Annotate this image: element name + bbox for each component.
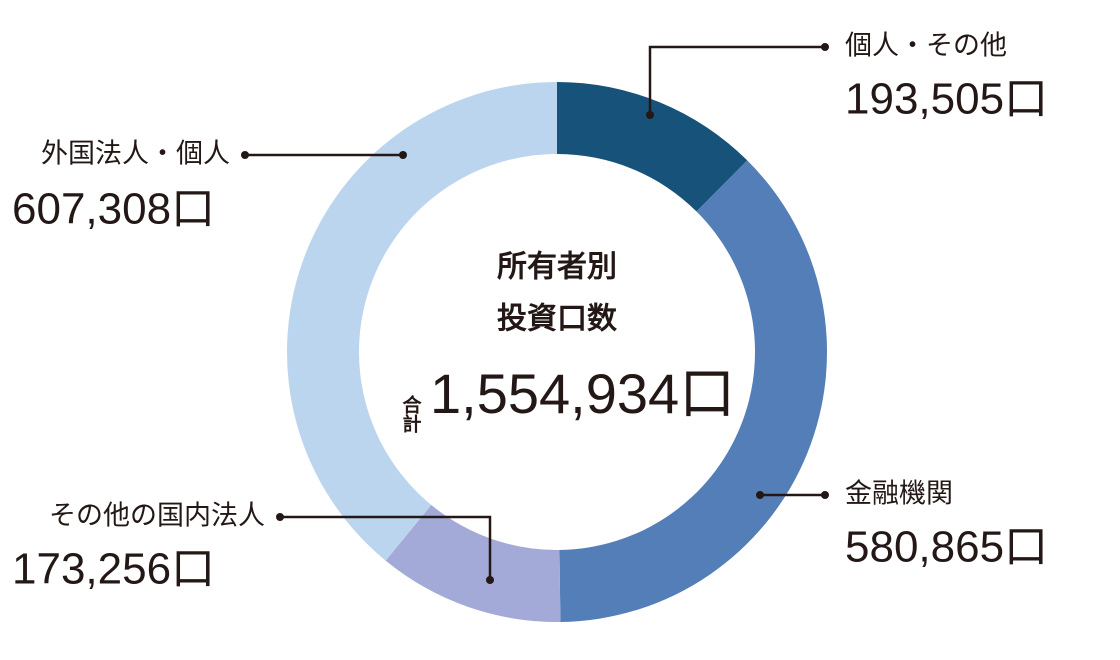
value-label: 580,865口 [845, 523, 1048, 572]
leader-dot [241, 151, 249, 159]
leader-dot [399, 151, 407, 159]
leader-dot [276, 513, 284, 521]
leader-dot [486, 576, 494, 584]
leader-dot [756, 491, 764, 499]
center-title: 投資口数 [497, 302, 618, 337]
category-label: 個人・その他 [845, 31, 1007, 62]
donut-slice [287, 82, 557, 561]
leader-line [648, 45, 825, 115]
category-label: 外国法人・個人 [41, 139, 230, 170]
leader-dot [821, 43, 829, 51]
donut-slice [385, 505, 561, 623]
donut-slice [559, 160, 827, 622]
value-label: 193,505口 [845, 75, 1048, 124]
donut-slice [557, 82, 748, 212]
leader-dot [646, 111, 654, 119]
total-label: 1,554,934口 [430, 362, 735, 425]
center-title: 所有者別 [497, 250, 617, 285]
value-label: 607,308口 [12, 185, 215, 234]
leader-dot [821, 491, 829, 499]
category-label: 金融機関 [845, 479, 953, 510]
category-label: その他の国内法人 [49, 501, 265, 532]
value-label: 173,256口 [12, 545, 215, 594]
total-caption: 合計 [400, 394, 422, 434]
leader-line [280, 515, 492, 580]
